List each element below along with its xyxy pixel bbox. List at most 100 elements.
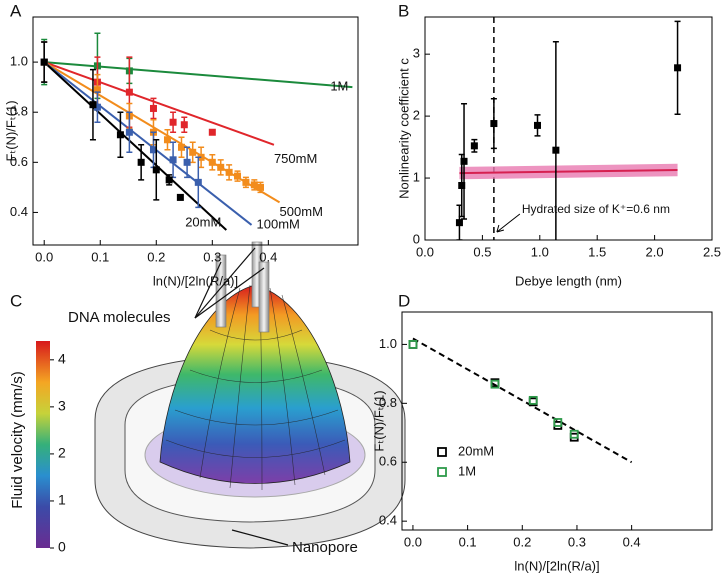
marker — [208, 128, 216, 136]
marker — [137, 158, 145, 166]
marker — [194, 178, 202, 186]
series-label: 20mM — [185, 214, 221, 229]
marker — [552, 146, 560, 154]
marker — [408, 340, 418, 349]
marker — [490, 120, 498, 128]
y-tick-label: 1.0 — [379, 336, 397, 351]
x-tick-label: 0.2 — [147, 249, 165, 264]
marker — [180, 121, 188, 129]
x-tick-label: 0.2 — [513, 534, 531, 549]
y-tick-label: 1 — [413, 169, 420, 184]
marker — [169, 118, 177, 126]
plot-frame — [424, 16, 713, 241]
y-tick-label: 0.6 — [10, 154, 28, 169]
marker — [165, 176, 173, 184]
marker — [534, 121, 542, 129]
marker — [553, 418, 563, 427]
fit-line — [43, 61, 275, 146]
pore-label: Nanopore — [292, 539, 358, 556]
colorbar-tick-label: 3 — [58, 398, 66, 414]
marker — [490, 379, 500, 389]
x-tick-label: 1.0 — [531, 244, 549, 259]
panel-label: A — [10, 1, 22, 20]
plot-frame — [32, 16, 359, 246]
series-label: 1M — [330, 79, 348, 94]
y-tick-label: 0.6 — [379, 454, 397, 469]
panel-label: D — [398, 291, 410, 310]
fit-line — [412, 337, 633, 464]
marker — [149, 104, 157, 112]
x-tick-label: 1.5 — [588, 244, 606, 259]
panel-label: B — [398, 1, 409, 20]
plot-frame — [401, 311, 713, 531]
marker — [89, 101, 97, 109]
x-tick-label: 0.1 — [91, 249, 109, 264]
panel-label: C — [10, 291, 22, 310]
marker — [250, 181, 258, 189]
legend-label: 20mM — [458, 443, 494, 458]
marker — [242, 178, 250, 186]
colorbar — [36, 341, 50, 548]
x-tick-label: 0.3 — [568, 534, 586, 549]
x-tick-label: 2.0 — [646, 244, 664, 259]
marker — [40, 58, 48, 66]
y-tick-label: 0 — [413, 231, 420, 246]
colorbar-tick-label: 1 — [58, 492, 66, 508]
marker — [234, 172, 242, 180]
plot-area — [40, 32, 353, 231]
legend-marker — [437, 447, 447, 457]
marker — [176, 193, 184, 201]
marker — [470, 142, 478, 150]
marker — [149, 146, 157, 154]
marker — [257, 183, 264, 191]
marker — [93, 86, 101, 94]
colorbar-title: Fluid velocity (mm/s) — [9, 371, 26, 509]
marker — [183, 158, 191, 166]
fit-line — [459, 169, 678, 175]
colorbar-tick-label: 2 — [58, 445, 66, 461]
marker — [125, 128, 133, 136]
legend-marker — [437, 467, 447, 477]
marker — [225, 168, 233, 176]
x-axis-label: ln(N)/[2ln(R/a)] — [153, 273, 238, 288]
x-tick-label: 0.0 — [404, 534, 422, 549]
marker — [674, 64, 682, 72]
marker — [189, 148, 197, 156]
x-tick-label: 0.5 — [473, 244, 491, 259]
x-axis-label: ln(N)/[2ln(R/a)] — [514, 558, 599, 573]
marker — [455, 219, 463, 227]
fit-line — [43, 61, 227, 231]
y-tick-label: 0.4 — [10, 204, 28, 219]
fit-line — [43, 61, 253, 226]
x-axis-label: Debye length (nm) — [515, 273, 622, 288]
y-tick-label: 0.8 — [10, 104, 28, 119]
y-tick-label: 0.4 — [379, 513, 397, 528]
annotation-arrow — [496, 213, 521, 233]
marker — [169, 156, 177, 164]
nanopore-illustration — [36, 241, 406, 549]
colorbar-tick-label: 4 — [58, 351, 66, 367]
marker — [152, 166, 160, 174]
x-tick-label: 0.4 — [259, 249, 277, 264]
series-label: 500mM — [280, 204, 323, 219]
marker — [93, 103, 101, 111]
fit-line — [44, 61, 353, 89]
y-axis-label: Fₜ(N)/Fₜ(1) — [371, 390, 386, 451]
marker — [163, 136, 171, 144]
y-tick-label: 1.0 — [10, 54, 28, 69]
y-tick-label: 3 — [413, 46, 420, 61]
series-label: 750mM — [274, 151, 317, 166]
series-label: 100mM — [257, 216, 300, 231]
marker — [569, 429, 579, 439]
marker — [460, 157, 468, 165]
y-tick-label: 0.8 — [379, 395, 397, 410]
plot-area — [408, 337, 633, 464]
marker — [177, 143, 185, 151]
x-tick-label: 2.5 — [703, 244, 721, 259]
dna-label: DNA molecules — [68, 309, 171, 326]
y-axis-label: Nonlinearity coefficient c — [396, 58, 411, 199]
x-tick-label: 0.0 — [35, 249, 53, 264]
marker — [458, 181, 466, 189]
marker — [125, 88, 133, 96]
marker — [408, 340, 418, 349]
